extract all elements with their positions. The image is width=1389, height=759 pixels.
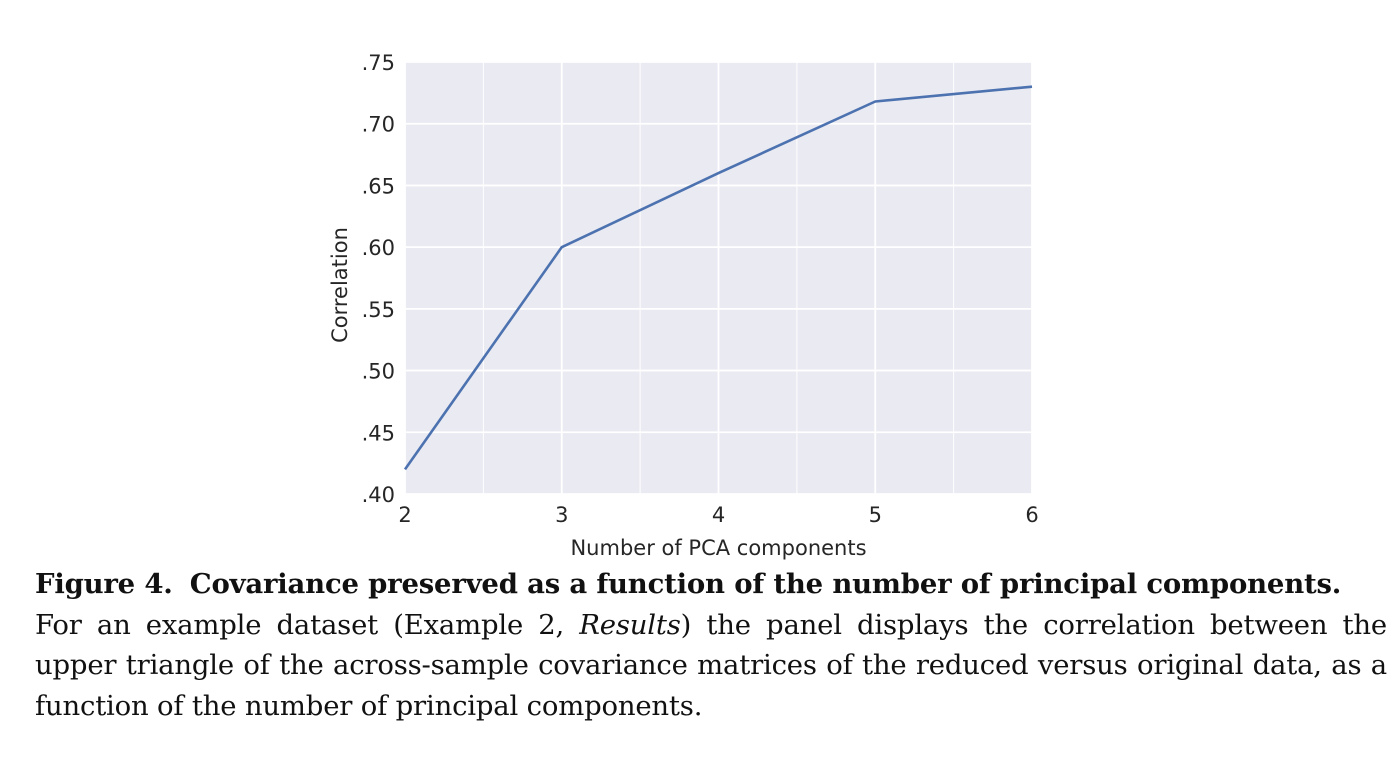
figure-caption: Figure 4. Covariance preserved as a func…	[35, 564, 1387, 726]
y-tick-label: .40	[362, 483, 395, 507]
x-tick-label: 3	[555, 503, 568, 527]
caption-line-2: upper triangle of the across-sample cova…	[35, 649, 1387, 681]
caption-line-1: For an example dataset (Example 2, Resul…	[35, 605, 1387, 646]
y-tick-label: .60	[362, 236, 395, 260]
caption-text-2: ) the panel displays the correlation bet…	[680, 608, 1388, 641]
x-tick-labels: 2 3 4 5 6	[398, 503, 1038, 527]
x-tick-label: 2	[398, 503, 411, 527]
caption-line-3: function of the number of principal comp…	[35, 689, 703, 722]
y-tick-label: .65	[362, 174, 395, 198]
x-tick-label: 5	[869, 503, 882, 527]
y-tick-label: .50	[362, 360, 395, 384]
y-axis-label: Correlation	[328, 227, 352, 343]
y-tick-label: .70	[362, 113, 395, 137]
y-tick-label: .75	[362, 51, 395, 75]
caption-text-1: For an example dataset (Example 2,	[35, 608, 580, 641]
caption-figure-label: Figure 4.	[35, 568, 173, 600]
series-lines	[403, 85, 1033, 471]
x-tick-label: 4	[712, 503, 725, 527]
caption-text-italic: Results	[579, 608, 681, 641]
line-chart: .40 .45 .50 .55 .60 .65 .70 .75 2 3 4 5 6 Number of…	[328, 51, 1039, 560]
y-tick-label: .55	[362, 298, 395, 322]
x-tick-label: 6	[1025, 503, 1038, 527]
y-tick-label: .45	[362, 421, 395, 445]
caption-figure-title: Covariance preserved as a function of th…	[189, 568, 1342, 600]
grid-lines	[404, 61, 1033, 495]
caption-title-line: Figure 4. Covariance preserved as a func…	[35, 564, 1387, 605]
series-line	[403, 85, 1033, 471]
x-axis-label: Number of PCA components	[570, 536, 866, 560]
y-tick-labels: .40 .45 .50 .55 .60 .65 .70 .75	[362, 51, 395, 507]
